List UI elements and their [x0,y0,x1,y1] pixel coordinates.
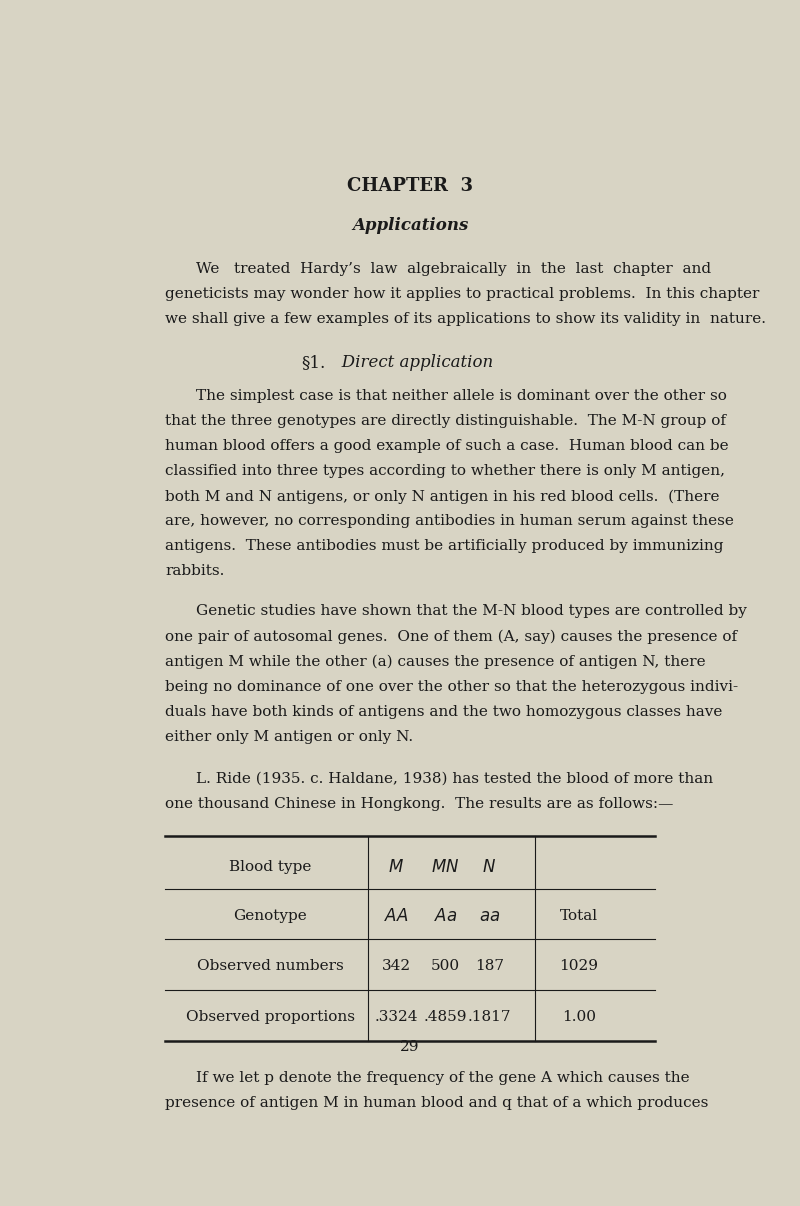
Text: that the three genotypes are directly distinguishable.  The M-N group of: that the three genotypes are directly di… [165,414,726,428]
Text: both M and N antigens, or only N antigen in his red blood cells.  (There: both M and N antigens, or only N antigen… [165,490,720,504]
Text: L. Ride (1935. c. Haldane, 1938) has tested the blood of more than: L. Ride (1935. c. Haldane, 1938) has tes… [196,772,714,785]
Text: .3324: .3324 [374,1009,418,1024]
Text: CHAPTER  3: CHAPTER 3 [347,177,473,195]
Text: duals have both kinds of antigens and the two homozygous classes have: duals have both kinds of antigens and th… [165,704,722,719]
Text: Observed proportions: Observed proportions [186,1009,355,1024]
Text: §1.: §1. [302,353,326,370]
Text: $aa$: $aa$ [478,907,500,925]
Text: .4859: .4859 [423,1009,467,1024]
Text: Genetic studies have shown that the M-N blood types are controlled by: Genetic studies have shown that the M-N … [196,604,747,619]
Text: Observed numbers: Observed numbers [197,959,344,973]
Text: human blood offers a good example of such a case.  Human blood can be: human blood offers a good example of suc… [165,439,729,453]
Text: antigens.  These antibodies must be artificially produced by immunizing: antigens. These antibodies must be artif… [165,539,724,554]
Text: antigen M while the other (a) causes the presence of antigen N, there: antigen M while the other (a) causes the… [165,655,706,669]
Text: 342: 342 [382,959,411,973]
Text: one thousand Chinese in Hongkong.  The results are as follows:—: one thousand Chinese in Hongkong. The re… [165,797,674,810]
Text: presence of antigen M in human blood and q that of a which produces: presence of antigen M in human blood and… [165,1096,709,1110]
Text: $N$: $N$ [482,859,496,877]
Text: We   treated  Hardy’s  law  algebraically  in  the  last  chapter  and: We treated Hardy’s law algebraically in … [196,262,711,276]
Text: 500: 500 [430,959,460,973]
Text: 187: 187 [475,959,504,973]
Text: .1817: .1817 [467,1009,511,1024]
Text: 1.00: 1.00 [562,1009,596,1024]
Text: Direct application: Direct application [326,353,494,370]
Text: 1029: 1029 [559,959,598,973]
Text: The simplest case is that neither allele is dominant over the other so: The simplest case is that neither allele… [196,390,727,403]
Text: rabbits.: rabbits. [165,564,225,579]
Text: classified into three types according to whether there is only M antigen,: classified into three types according to… [165,464,725,478]
Text: $M$: $M$ [388,859,404,877]
Text: $MN$: $MN$ [431,859,459,877]
Text: 29: 29 [400,1041,420,1054]
Text: $Aa$: $Aa$ [434,907,457,925]
Text: Blood type: Blood type [230,860,311,874]
Text: Genotype: Genotype [234,909,307,924]
Text: Total: Total [560,909,598,924]
Text: either only M antigen or only N.: either only M antigen or only N. [165,730,414,744]
Text: being no dominance of one over the other so that the heterozygous indivi-: being no dominance of one over the other… [165,680,738,693]
Text: Applications: Applications [352,217,468,234]
Text: $AA$: $AA$ [384,907,409,925]
Text: are, however, no corresponding antibodies in human serum against these: are, however, no corresponding antibodie… [165,514,734,528]
Text: If we let p denote the frequency of the gene A which causes the: If we let p denote the frequency of the … [196,1071,690,1084]
Text: one pair of autosomal genes.  One of them (A, say) causes the presence of: one pair of autosomal genes. One of them… [165,630,738,644]
Text: geneticists may wonder how it applies to practical problems.  In this chapter: geneticists may wonder how it applies to… [165,287,759,300]
Text: we shall give a few examples of its applications to show its validity in  nature: we shall give a few examples of its appl… [165,312,766,326]
